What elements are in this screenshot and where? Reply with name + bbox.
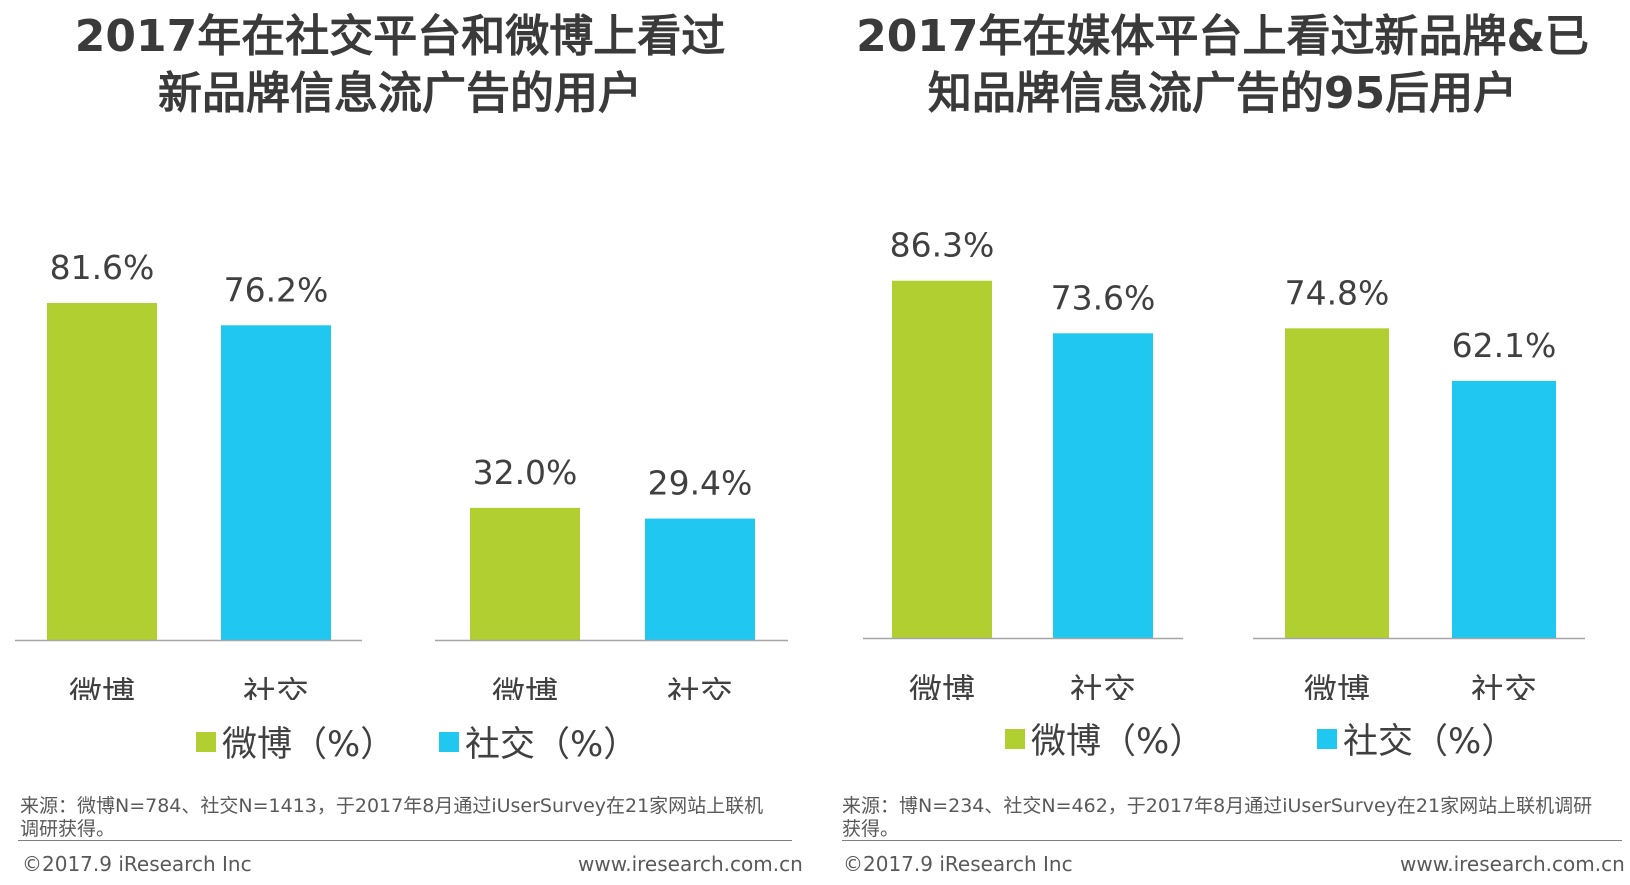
bar-weibo (470, 507, 580, 640)
legend-swatch-weibo (196, 731, 216, 752)
chart-title: 2017年在媒体平台上看过新品牌&已 知品牌信息流广告的95后用户 (815, 8, 1630, 122)
right-panel: 2017年在媒体平台上看过新品牌&已 知品牌信息流广告的95后用户 86.3% 微… (815, 0, 1630, 885)
footer-divider (18, 840, 792, 841)
legend-swatch-social (1317, 728, 1337, 749)
source-note: 来源：博N=234、社交N=462，于2017年8月通过iUserSurvey在… (842, 795, 1622, 841)
data-label: 73.6% (1051, 278, 1156, 317)
category-label: 微博 (1304, 671, 1370, 700)
data-label: 81.6% (50, 248, 155, 287)
source-line2: 获得。 (842, 818, 900, 840)
legend-swatch-social (439, 731, 459, 752)
legend-swatch-weibo (1005, 728, 1025, 749)
category-label: 微博 (909, 671, 975, 700)
bar-social (1053, 333, 1153, 638)
data-label: 76.2% (224, 270, 329, 309)
data-label: 62.1% (1452, 326, 1557, 365)
data-label: 29.4% (648, 464, 753, 503)
copyright: ©2017.9 iResearch Inc (22, 852, 252, 876)
website-link[interactable]: www.iresearch.com.cn (1400, 852, 1625, 876)
chart-title-line1: 2017年在社交平台和微博上看过 (74, 11, 726, 62)
category-label: 微博 (492, 674, 558, 700)
bar-social (645, 518, 755, 640)
data-label: 32.0% (473, 453, 578, 492)
copyright: ©2017.9 iResearch Inc (843, 852, 1073, 876)
source-line1: 来源：博N=234、社交N=462，于2017年8月通过iUserSurvey在… (842, 795, 1593, 817)
legend-weibo: 微博（%） (196, 716, 395, 767)
category-label: 微博 (69, 674, 135, 700)
source-line1: 来源：微博N=784、社交N=1413，于2017年8月通过iUserSurve… (20, 795, 764, 817)
legend-label-social: 社交（%） (1343, 722, 1517, 762)
chart-title-line2: 新品牌信息流广告的用户 (158, 68, 642, 119)
bar-weibo (892, 280, 992, 638)
legend-label-weibo: 微博（%） (222, 725, 396, 765)
bar-social (221, 325, 331, 640)
source-note: 来源：微博N=784、社交N=1413，于2017年8月通过iUserSurve… (20, 795, 790, 841)
legend-label-weibo: 微博（%） (1031, 722, 1205, 762)
category-label: 社交 (667, 674, 733, 700)
website-link[interactable]: www.iresearch.com.cn (578, 852, 803, 876)
left-panel: 2017年在社交平台和微博上看过 新品牌信息流广告的用户 81.6% 微博 76.2… (0, 0, 803, 885)
bar-weibo (1285, 328, 1389, 638)
bar-social (1452, 380, 1556, 638)
chart-title-line2: 知品牌信息流广告的95后用户 (927, 68, 1518, 119)
category-label: 社交 (1471, 671, 1537, 700)
category-label: 社交 (1070, 671, 1136, 700)
bar-weibo (47, 302, 157, 640)
legend-label-social: 社交（%） (465, 725, 639, 765)
data-label: 74.8% (1285, 273, 1390, 312)
chart-title-line1: 2017年在媒体平台上看过新品牌&已 (856, 11, 1589, 62)
source-line2: 调研获得。 (20, 818, 116, 840)
footer-divider (842, 840, 1622, 841)
legend-social: 社交（%） (439, 716, 638, 767)
bar-chart-left: 81.6% 微博 76.2% 社交 32.0% 微博 29.4% 社交 (15, 248, 788, 700)
legend-weibo: 微博（%） (1005, 713, 1204, 764)
bar-chart-right: 86.3% 微博 73.6% 社交 74.8% 微博 62.1% 社交 (863, 226, 1585, 700)
category-label: 社交 (243, 674, 309, 700)
legend-social: 社交（%） (1317, 713, 1516, 764)
chart-title: 2017年在社交平台和微博上看过 新品牌信息流广告的用户 (0, 8, 800, 122)
data-label: 86.3% (890, 226, 995, 265)
